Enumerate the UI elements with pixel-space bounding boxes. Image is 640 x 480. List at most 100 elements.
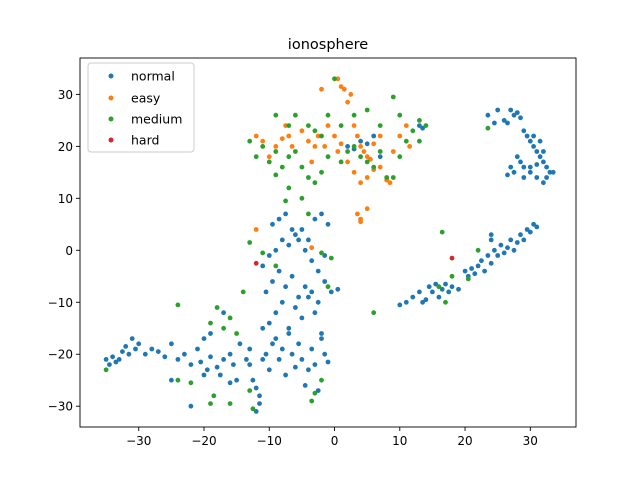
point-normal-78 [335, 286, 341, 292]
point-normal-30 [237, 341, 243, 347]
point-normal-79 [260, 263, 266, 269]
point-normal-70 [283, 284, 288, 290]
point-medium-35 [371, 164, 377, 170]
point-normal-130 [485, 253, 491, 258]
point-normal-172 [518, 159, 523, 165]
point-medium-37 [384, 175, 390, 180]
point-normal-143 [527, 229, 533, 235]
point-normal-36 [260, 357, 266, 362]
point-medium-6 [319, 133, 324, 139]
point-normal-106 [208, 331, 213, 336]
point-medium-29 [325, 154, 331, 160]
point-normal-135 [501, 250, 507, 256]
point-medium-32 [351, 144, 357, 149]
point-medium-66 [309, 398, 315, 404]
point-normal-121 [449, 284, 455, 290]
point-normal-155 [518, 115, 523, 121]
point-normal-115 [430, 289, 435, 295]
series-hard [253, 255, 455, 266]
point-normal-3 [113, 359, 119, 365]
point-easy-2 [338, 84, 344, 89]
point-easy-28 [279, 136, 285, 142]
point-normal-151 [501, 118, 507, 123]
legend-marker-hard [108, 137, 114, 143]
legend-marker-easy [108, 95, 114, 101]
legend-frame [87, 62, 195, 153]
point-normal-52 [312, 362, 318, 367]
point-medium-49 [273, 263, 279, 269]
point-easy-8 [358, 144, 363, 149]
point-medium-48 [260, 250, 266, 256]
point-normal-142 [524, 227, 530, 232]
point-normal-57 [266, 320, 272, 326]
point-hard-1 [449, 255, 455, 261]
point-normal-109 [403, 299, 409, 305]
point-normal-1 [107, 362, 112, 367]
point-medium-64 [247, 388, 253, 393]
point-easy-44 [358, 219, 363, 225]
point-normal-10 [136, 341, 142, 347]
point-medium-75 [465, 276, 471, 282]
point-normal-80 [266, 253, 272, 258]
point-easy-24 [299, 128, 305, 134]
point-normal-11 [142, 351, 148, 357]
point-normal-7 [126, 351, 132, 357]
point-normal-23 [208, 354, 213, 360]
point-medium-71 [439, 229, 445, 235]
point-normal-24 [214, 364, 220, 370]
point-normal-75 [315, 299, 321, 305]
point-normal-51 [309, 346, 315, 352]
point-normal-138 [511, 247, 517, 253]
point-medium-30 [338, 159, 344, 165]
point-normal-176 [505, 172, 510, 178]
point-normal-186 [364, 141, 370, 147]
point-easy-3 [341, 86, 347, 92]
point-normal-15 [169, 341, 174, 347]
point-normal-32 [247, 362, 253, 367]
point-normal-12 [149, 346, 155, 352]
point-medium-69 [325, 284, 331, 290]
point-normal-107 [221, 310, 227, 316]
point-easy-1 [335, 76, 341, 82]
point-normal-128 [479, 258, 484, 264]
legend-label-normal: normal [131, 69, 175, 84]
point-normal-47 [296, 341, 301, 347]
point-normal-101 [188, 403, 194, 409]
point-normal-58 [273, 310, 279, 316]
point-medium-47 [247, 240, 253, 245]
point-normal-40 [273, 336, 279, 341]
point-normal-99 [253, 409, 259, 414]
point-easy-20 [315, 133, 321, 139]
point-normal-69 [276, 268, 282, 274]
point-medium-54 [214, 305, 220, 310]
point-normal-150 [495, 107, 501, 113]
point-normal-145 [534, 224, 540, 230]
point-normal-93 [289, 227, 295, 232]
point-normal-50 [306, 367, 311, 373]
point-medium-56 [221, 325, 227, 331]
point-normal-27 [227, 351, 233, 357]
legend-label-medium: medium [131, 112, 182, 127]
point-normal-8 [129, 336, 135, 341]
point-normal-163 [541, 159, 546, 165]
point-medium-78 [103, 367, 109, 373]
point-normal-159 [527, 138, 533, 144]
point-easy-30 [266, 154, 272, 160]
point-normal-178 [527, 164, 533, 170]
point-normal-42 [279, 346, 285, 352]
point-easy-37 [351, 169, 357, 175]
point-medium-38 [390, 175, 396, 180]
point-normal-33 [250, 377, 256, 383]
point-normal-56 [325, 359, 331, 365]
point-normal-167 [544, 175, 549, 180]
point-normal-4 [116, 357, 122, 362]
point-normal-22 [204, 367, 210, 373]
point-normal-95 [302, 247, 308, 253]
point-easy-47 [309, 245, 315, 251]
point-medium-70 [371, 310, 377, 316]
point-normal-179 [534, 162, 540, 167]
point-normal-62 [299, 315, 305, 321]
point-medium-7 [325, 112, 331, 118]
point-normal-87 [312, 216, 318, 222]
point-normal-187 [371, 133, 377, 139]
